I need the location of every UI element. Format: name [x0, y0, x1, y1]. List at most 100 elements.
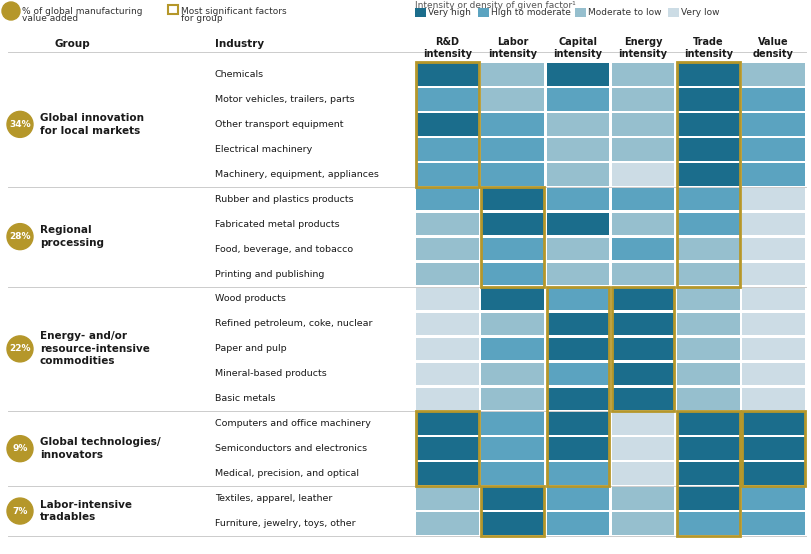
Bar — [741, 88, 804, 111]
Bar — [481, 362, 543, 385]
Bar — [416, 113, 478, 136]
Bar — [676, 63, 739, 86]
Bar — [741, 362, 804, 385]
Bar — [611, 138, 674, 161]
Bar — [481, 263, 543, 285]
Bar — [741, 488, 804, 510]
Bar — [611, 238, 674, 260]
Bar — [741, 188, 804, 211]
Bar — [416, 238, 478, 260]
Text: 9%: 9% — [12, 444, 28, 453]
Bar — [611, 362, 674, 385]
Text: Labor-intensive
tradables: Labor-intensive tradables — [40, 500, 132, 522]
Bar — [741, 263, 804, 285]
Text: Intensity or density of given factor¹: Intensity or density of given factor¹ — [414, 1, 575, 10]
Bar — [416, 263, 478, 285]
Bar — [416, 138, 478, 161]
Circle shape — [7, 498, 33, 524]
Bar — [741, 411, 804, 486]
Bar — [676, 312, 739, 335]
Text: 22%: 22% — [9, 345, 31, 353]
Circle shape — [7, 111, 33, 137]
Bar — [478, 8, 488, 17]
Text: Very high: Very high — [427, 8, 470, 17]
Text: 34%: 34% — [9, 120, 31, 129]
Text: Printing and publishing: Printing and publishing — [215, 270, 324, 279]
Bar — [676, 113, 739, 136]
Bar — [676, 488, 739, 510]
Text: Energy
intensity: Energy intensity — [618, 37, 667, 59]
Text: Machinery, equipment, appliances: Machinery, equipment, appliances — [215, 170, 379, 179]
Bar — [676, 138, 739, 161]
Bar — [416, 438, 478, 460]
Bar — [676, 411, 739, 536]
Bar — [741, 163, 804, 186]
Bar — [676, 88, 739, 111]
Text: Industry: Industry — [215, 39, 264, 49]
Bar — [481, 213, 543, 235]
Bar — [481, 463, 543, 485]
Bar — [481, 138, 543, 161]
Bar — [481, 88, 543, 111]
Bar — [676, 288, 739, 310]
Bar — [481, 413, 543, 435]
Bar — [676, 188, 739, 211]
Text: Furniture, jewelry, toys, other: Furniture, jewelry, toys, other — [215, 519, 355, 528]
Bar — [546, 88, 608, 111]
Bar — [741, 512, 804, 535]
Text: Textiles, apparel, leather: Textiles, apparel, leather — [215, 494, 332, 503]
Bar — [676, 238, 739, 260]
Bar — [481, 163, 543, 186]
Bar — [611, 286, 674, 411]
Bar — [481, 312, 543, 335]
Circle shape — [7, 224, 33, 250]
Text: Electrical machinery: Electrical machinery — [215, 145, 312, 154]
Text: Very low: Very low — [680, 8, 719, 17]
Bar — [611, 337, 674, 360]
Text: R&D
intensity: R&D intensity — [423, 37, 471, 59]
Bar — [546, 286, 608, 486]
Bar — [416, 63, 478, 86]
Circle shape — [7, 435, 33, 461]
Bar — [481, 187, 543, 286]
Text: Paper and pulp: Paper and pulp — [215, 345, 286, 353]
Text: Medical, precision, and optical: Medical, precision, and optical — [215, 469, 358, 478]
Bar — [676, 263, 739, 285]
Bar — [611, 463, 674, 485]
Text: 7%: 7% — [12, 506, 28, 516]
Bar — [416, 213, 478, 235]
Bar — [546, 263, 608, 285]
Bar — [416, 411, 478, 486]
Bar — [416, 387, 478, 410]
Text: Global innovation
for local markets: Global innovation for local markets — [40, 113, 144, 136]
Bar — [546, 63, 608, 86]
Bar — [546, 413, 608, 435]
Text: Semiconductors and electronics: Semiconductors and electronics — [215, 444, 367, 453]
Bar — [741, 288, 804, 310]
Text: Most significant factors: Most significant factors — [181, 7, 286, 16]
Bar — [546, 238, 608, 260]
Text: Energy- and/or
resource-intensive
commodities: Energy- and/or resource-intensive commod… — [40, 331, 150, 366]
Bar — [481, 438, 543, 460]
Text: Labor
intensity: Labor intensity — [487, 37, 537, 59]
Bar — [481, 188, 543, 211]
Bar — [611, 512, 674, 535]
Bar — [611, 188, 674, 211]
Bar — [676, 387, 739, 410]
Bar — [546, 138, 608, 161]
Bar — [611, 63, 674, 86]
Text: Fabricated metal products: Fabricated metal products — [215, 219, 339, 229]
Bar — [611, 263, 674, 285]
Bar — [676, 163, 739, 186]
Bar — [676, 463, 739, 485]
Bar — [741, 438, 804, 460]
Bar — [546, 512, 608, 535]
Text: Regional
processing: Regional processing — [40, 225, 104, 248]
Bar — [546, 438, 608, 460]
Bar — [546, 163, 608, 186]
Bar — [546, 312, 608, 335]
Bar — [741, 113, 804, 136]
Bar — [481, 288, 543, 310]
Bar — [168, 5, 178, 14]
Text: Basic metals: Basic metals — [215, 394, 275, 403]
